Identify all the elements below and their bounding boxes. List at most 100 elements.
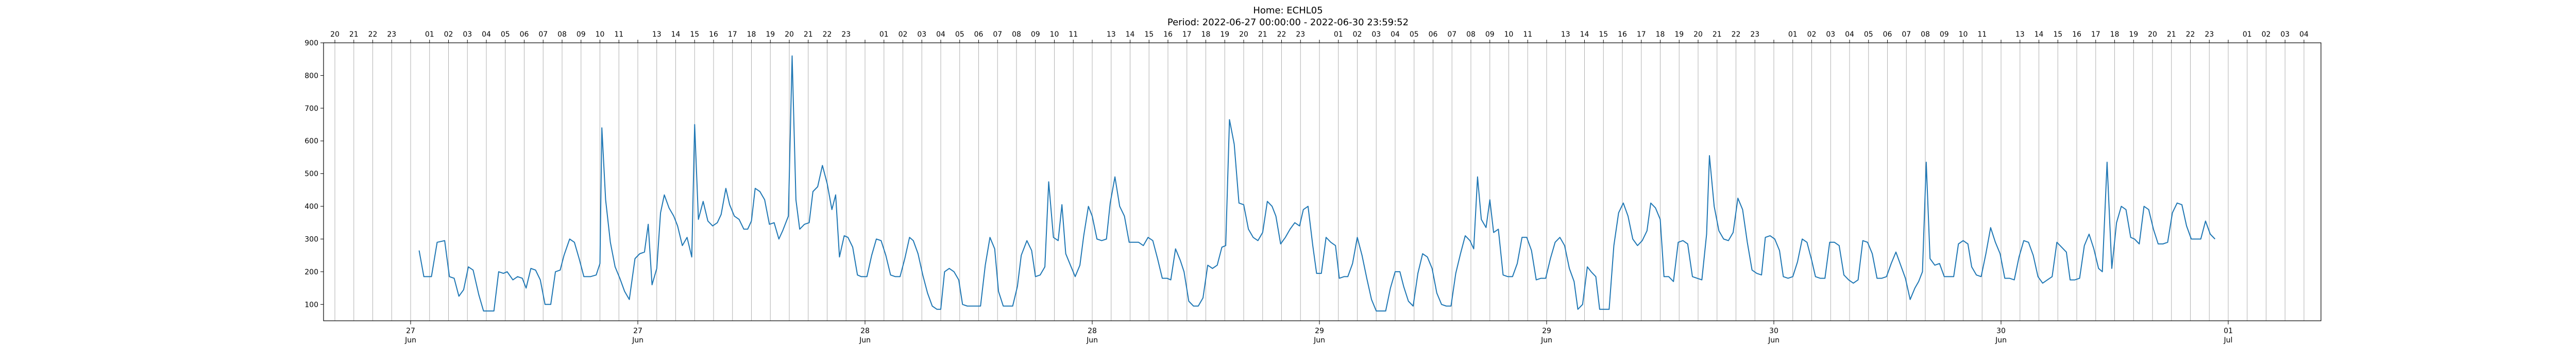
x-month-label: Jul — [2224, 336, 2233, 344]
data-series-line — [418, 55, 2216, 311]
top-hour-label: 07 — [1902, 30, 1911, 39]
top-hour-label: 15 — [2053, 30, 2062, 39]
top-hour-label: 11 — [1977, 30, 1987, 39]
x-day-label: 27 — [633, 327, 642, 335]
top-hour-label: 15 — [1144, 30, 1154, 39]
top-hour-label: 09 — [577, 30, 586, 39]
top-hour-label: 17 — [2091, 30, 2100, 39]
top-hour-label: 17 — [1637, 30, 1646, 39]
top-hour-label: 17 — [1182, 30, 1192, 39]
top-hour-label: 08 — [557, 30, 567, 39]
top-hour-label: 02 — [1353, 30, 1362, 39]
top-hour-label: 23 — [387, 30, 396, 39]
x-month-label: Jun — [1540, 336, 1552, 344]
top-hour-label: 06 — [1883, 30, 1892, 39]
top-hour-label: 19 — [2129, 30, 2138, 39]
top-hour-label: 13 — [652, 30, 662, 39]
top-hour-label: 07 — [1447, 30, 1456, 39]
top-hour-label: 20 — [330, 30, 340, 39]
top-hour-label: 11 — [614, 30, 623, 39]
top-hour-label: 10 — [596, 30, 605, 39]
top-hour-label: 16 — [1618, 30, 1627, 39]
top-hour-label: 22 — [1732, 30, 1741, 39]
top-hour-label: 01 — [425, 30, 434, 39]
top-hour-label: 04 — [1391, 30, 1400, 39]
x-day-label: 30 — [1996, 327, 2006, 335]
top-hour-label: 09 — [1940, 30, 1949, 39]
x-day-label: 01 — [2224, 327, 2233, 335]
x-day-label: 28 — [1088, 327, 1097, 335]
top-hour-label: 19 — [1220, 30, 1229, 39]
top-hour-label: 15 — [1599, 30, 1608, 39]
x-month-label: Jun — [404, 336, 416, 344]
top-hour-label: 08 — [1921, 30, 1930, 39]
top-hour-label: 05 — [1864, 30, 1873, 39]
top-hour-label: 01 — [2243, 30, 2252, 39]
top-hour-label: 21 — [1713, 30, 1722, 39]
top-hour-label: 02 — [1807, 30, 1817, 39]
y-tick-label: 100 — [304, 301, 318, 309]
x-month-label: Jun — [1086, 336, 1098, 344]
top-hour-label: 13 — [1107, 30, 1116, 39]
top-hour-label: 07 — [538, 30, 548, 39]
top-hour-label: 22 — [823, 30, 832, 39]
top-hour-label: 11 — [1523, 30, 1532, 39]
plot-frame — [323, 42, 2321, 321]
y-tick-label: 600 — [304, 137, 318, 145]
y-tick-label: 500 — [304, 170, 318, 178]
top-hour-label: 09 — [1485, 30, 1495, 39]
top-hour-label: 15 — [690, 30, 699, 39]
top-hour-label: 03 — [1371, 30, 1381, 39]
top-hour-label: 17 — [728, 30, 737, 39]
top-hour-label: 18 — [747, 30, 756, 39]
x-month-label: Jun — [1995, 336, 2007, 344]
x-month-label: Jun — [632, 336, 643, 344]
top-hour-label: 01 — [879, 30, 889, 39]
top-hour-label: 14 — [671, 30, 681, 39]
y-tick-label: 400 — [304, 203, 318, 211]
top-hour-label: 05 — [1410, 30, 1419, 39]
top-hour-label: 04 — [482, 30, 491, 39]
chart-title: Home: ECHL05 — [1253, 5, 1323, 16]
top-hour-label: 23 — [1296, 30, 1305, 39]
top-hour-label: 14 — [1580, 30, 1589, 39]
top-hour-label: 04 — [2299, 30, 2309, 39]
top-hour-label: 21 — [1258, 30, 1267, 39]
y-tick-label: 200 — [304, 268, 318, 276]
top-hour-label: 03 — [917, 30, 926, 39]
top-hour-label: 02 — [899, 30, 908, 39]
top-hour-label: 02 — [2262, 30, 2271, 39]
top-hour-label: 03 — [463, 30, 472, 39]
y-tick-label: 700 — [304, 105, 318, 113]
top-hour-label: 02 — [444, 30, 453, 39]
top-hour-label: 18 — [1201, 30, 1211, 39]
x-month-label: Jun — [1768, 336, 1780, 344]
top-hour-label: 05 — [501, 30, 510, 39]
top-hour-label: 22 — [368, 30, 378, 39]
top-hour-label: 18 — [2110, 30, 2120, 39]
chart-subtitle: Period: 2022-06-27 00:00:00 - 2022-06-30… — [1167, 17, 1409, 28]
top-hour-label: 04 — [1845, 30, 1854, 39]
x-day-label: 29 — [1542, 327, 1551, 335]
top-hour-label: 08 — [1012, 30, 1021, 39]
x-day-label: 27 — [406, 327, 415, 335]
top-hour-label: 16 — [709, 30, 718, 39]
top-hour-label: 14 — [2035, 30, 2044, 39]
top-hour-label: 04 — [936, 30, 945, 39]
top-hour-label: 09 — [1031, 30, 1040, 39]
top-hour-label: 10 — [1504, 30, 1514, 39]
top-hour-label: 06 — [1429, 30, 1438, 39]
top-hour-label: 19 — [766, 30, 775, 39]
top-hour-label: 21 — [2167, 30, 2176, 39]
x-day-label: 29 — [1315, 327, 1324, 335]
top-hour-label: 20 — [2148, 30, 2157, 39]
top-hour-label: 07 — [993, 30, 1002, 39]
top-hour-label: 20 — [1239, 30, 1248, 39]
top-hour-label: 03 — [2280, 30, 2290, 39]
top-hour-label: 05 — [955, 30, 964, 39]
x-day-label: 28 — [860, 327, 870, 335]
top-hour-label: 16 — [1163, 30, 1173, 39]
top-hour-label: 23 — [1750, 30, 1759, 39]
top-hour-label: 06 — [520, 30, 529, 39]
